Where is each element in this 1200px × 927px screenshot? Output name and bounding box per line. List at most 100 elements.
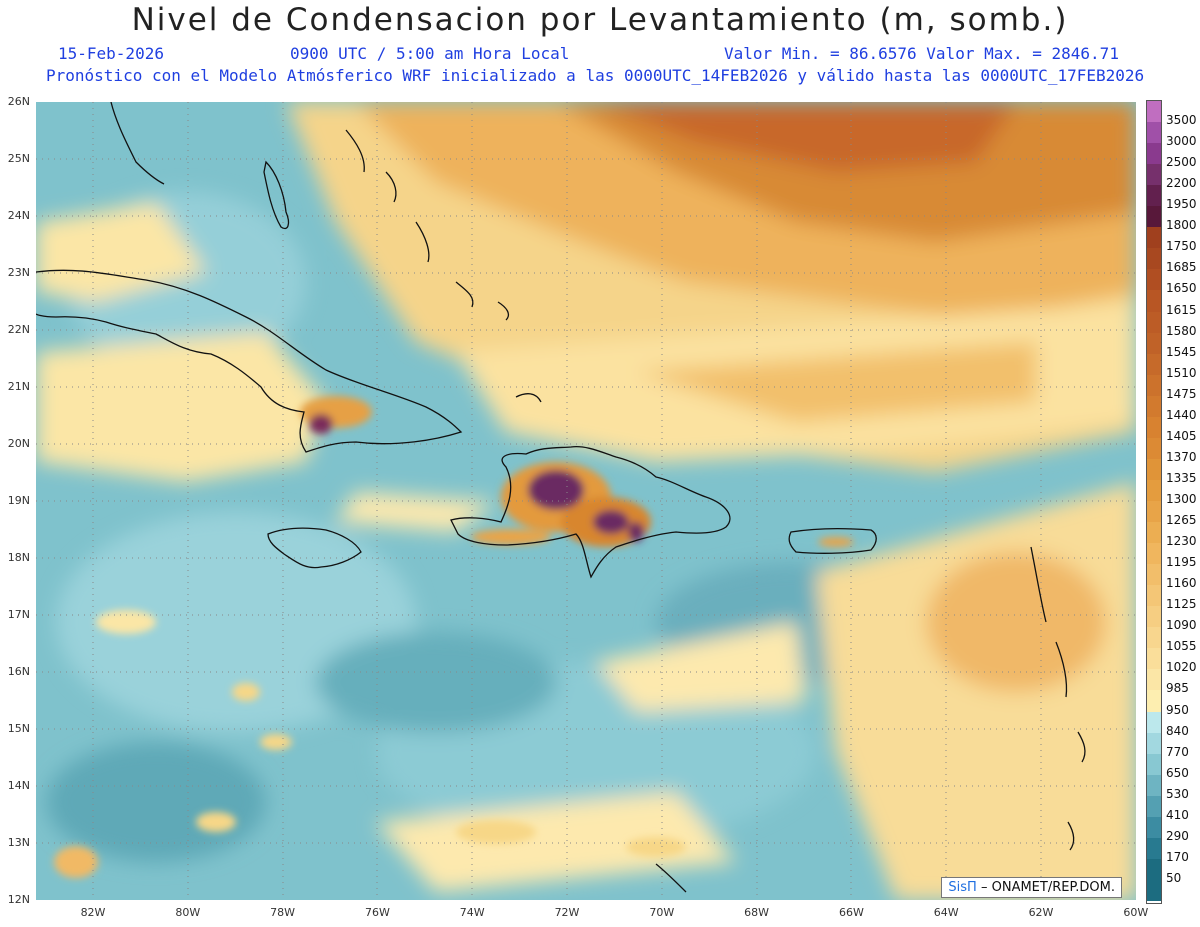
lon-label: 60W <box>1123 906 1149 919</box>
legend-color-box <box>1147 648 1161 670</box>
legend-level-label: 1685 <box>1166 260 1197 275</box>
legend-color-box <box>1147 543 1161 565</box>
legend-color-box <box>1147 332 1161 355</box>
legend-level-label: 1475 <box>1166 386 1197 401</box>
legend-level-label: 290 <box>1166 828 1189 843</box>
lat-label: 26N <box>7 95 30 108</box>
lat-label: 25N <box>7 152 30 165</box>
lat-label: 12N <box>7 893 30 906</box>
legend-color-box <box>1147 353 1161 376</box>
legend-level-label: 840 <box>1166 723 1189 738</box>
lat-label: 16N <box>7 665 30 678</box>
map-plot-area: SisΠ – ONAMET/REP.DOM. <box>36 102 1136 900</box>
legend-color-box <box>1147 606 1161 628</box>
legend-color-box <box>1147 795 1161 818</box>
legend-level-label: 1055 <box>1166 639 1197 654</box>
legend-level-label: 1650 <box>1166 281 1197 296</box>
legend-level-label: 1265 <box>1166 513 1197 528</box>
legend-color-box <box>1147 101 1161 123</box>
model-info: Pronóstico con el Modelo Atmósferico WRF… <box>46 66 1145 85</box>
legend-color-box <box>1147 248 1161 270</box>
legend-color-box <box>1147 479 1161 502</box>
legend-color-box <box>1147 774 1161 797</box>
legend-color-box <box>1147 522 1161 544</box>
legend-color-box <box>1147 311 1161 334</box>
legend-level-label: 770 <box>1166 744 1189 759</box>
legend-color-box <box>1147 206 1161 228</box>
legend-level-label: 3500 <box>1166 113 1197 128</box>
legend-color-box <box>1147 837 1161 860</box>
legend-color-box <box>1147 458 1161 481</box>
legend-level-label: 1800 <box>1166 218 1197 233</box>
lon-label: 72W <box>554 906 580 919</box>
lon-label: 68W <box>744 906 770 919</box>
legend-level-label: 1750 <box>1166 239 1197 254</box>
legend-level-label: 3000 <box>1166 134 1197 149</box>
legend-level-label: 1195 <box>1166 555 1197 570</box>
legend-level-label: 2200 <box>1166 176 1197 191</box>
legend-level-label: 2500 <box>1166 155 1197 170</box>
lon-label: 78W <box>270 906 296 919</box>
lat-label: 20N <box>7 437 30 450</box>
legend-level-label: 1090 <box>1166 618 1197 633</box>
lcl-contour-map <box>36 102 1136 900</box>
legend-color-box <box>1147 879 1161 902</box>
legend-color-box <box>1147 816 1161 839</box>
lon-label: 70W <box>649 906 675 919</box>
color-legend <box>1146 100 1162 904</box>
legend-level-label: 170 <box>1166 849 1189 864</box>
legend-color-box <box>1147 669 1161 691</box>
legend-color-box <box>1147 690 1161 713</box>
legend-color-box <box>1147 585 1161 607</box>
legend-level-label: 1440 <box>1166 407 1197 422</box>
lon-label: 76W <box>364 906 390 919</box>
lat-label: 19N <box>7 494 30 507</box>
florida-coastline <box>110 102 165 185</box>
lat-label: 23N <box>7 266 30 279</box>
legend-level-label: 1370 <box>1166 449 1197 464</box>
lon-label: 74W <box>459 906 485 919</box>
lon-label: 66W <box>838 906 864 919</box>
legend-level-label: 1405 <box>1166 428 1197 443</box>
legend-level-label: 530 <box>1166 786 1189 801</box>
legend-color-box <box>1147 564 1161 586</box>
forecast-date: 15-Feb-2026 <box>58 44 164 63</box>
legend-color-box <box>1147 122 1161 144</box>
lon-label: 62W <box>1028 906 1054 919</box>
credit-box: SisΠ – ONAMET/REP.DOM. <box>941 877 1122 898</box>
coastlines <box>36 102 1086 893</box>
lon-label: 64W <box>933 906 959 919</box>
value-min-max: Valor Min. = 86.6576 Valor Max. = 2846.7… <box>724 44 1119 63</box>
legend-level-label: 650 <box>1166 765 1189 780</box>
legend-color-box <box>1147 711 1161 734</box>
legend-level-label: 1160 <box>1166 576 1197 591</box>
lat-label: 18N <box>7 551 30 564</box>
legend-level-label: 985 <box>1166 681 1189 696</box>
legend-level-label: 1545 <box>1166 344 1197 359</box>
legend-level-label: 1230 <box>1166 534 1197 549</box>
cuba-coastline <box>36 269 463 453</box>
legend-level-label: 1580 <box>1166 323 1197 338</box>
legend-level-label: 1950 <box>1166 197 1197 212</box>
legend-color-box <box>1147 164 1161 186</box>
credit-text: – ONAMET/REP.DOM. <box>976 880 1115 895</box>
legend-color-box <box>1147 732 1161 755</box>
legend-level-label: 1510 <box>1166 365 1197 380</box>
lon-label: 80W <box>175 906 201 919</box>
lat-label: 15N <box>7 722 30 735</box>
lat-label: 21N <box>7 380 30 393</box>
legend-level-label: 1125 <box>1166 597 1197 612</box>
legend-level-label: 1615 <box>1166 302 1197 317</box>
legend-level-label: 1300 <box>1166 492 1197 506</box>
map-title: Nivel de Condensacion por Levantamiento … <box>131 2 1069 38</box>
legend-level-label: 50 <box>1166 870 1182 885</box>
legend-color-box <box>1147 395 1161 418</box>
legend-color-box <box>1147 858 1161 881</box>
legend-color-box <box>1147 290 1161 313</box>
lat-label: 17N <box>7 608 30 621</box>
lat-label: 13N <box>7 836 30 849</box>
legend-color-box <box>1147 416 1161 439</box>
lon-label: 82W <box>80 906 106 919</box>
legend-color-box <box>1147 374 1161 397</box>
lat-label: 22N <box>7 323 30 336</box>
